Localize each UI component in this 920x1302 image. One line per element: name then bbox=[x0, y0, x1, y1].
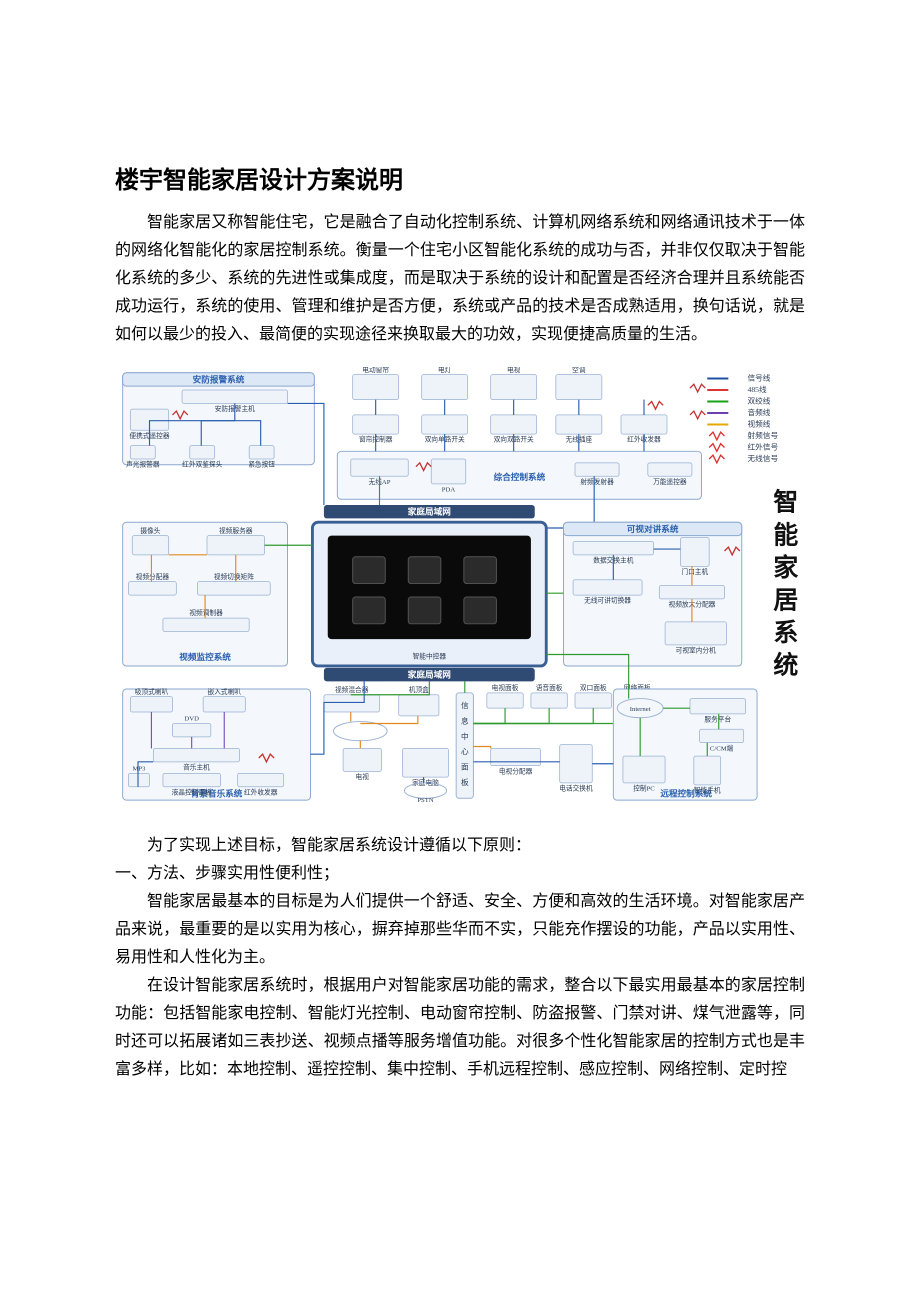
paragraph-2: 为了实现上述目标，智能家居系统设计遵循以下原则： bbox=[115, 832, 805, 860]
svg-text:MP3: MP3 bbox=[132, 765, 146, 772]
svg-text:门口主机: 门口主机 bbox=[681, 567, 708, 576]
paragraph-4: 智能家居最基本的目标是为人们提供一个舒适、安全、方便和高效的生活环境。对智能家居… bbox=[115, 888, 805, 972]
svg-text:C/CM端: C/CM端 bbox=[710, 743, 734, 752]
svg-text:综合控制系统: 综合控制系统 bbox=[494, 471, 546, 482]
svg-text:能: 能 bbox=[773, 520, 798, 549]
svg-text:射频发射器: 射频发射器 bbox=[580, 477, 614, 486]
svg-text:双绞线: 双绞线 bbox=[747, 395, 770, 405]
svg-text:液晶控制面板: 液晶控制面板 bbox=[172, 787, 212, 796]
svg-text:DVD: DVD bbox=[184, 716, 199, 723]
svg-text:机顶盒: 机顶盒 bbox=[409, 685, 429, 694]
svg-text:PSTN: PSTN bbox=[417, 797, 434, 804]
paragraph-5: 在设计智能家居系统时，根据用户对智能家居功能的需求，整合以下最实用最基本的家居控… bbox=[115, 972, 805, 1084]
svg-text:居: 居 bbox=[773, 587, 798, 614]
svg-text:电动窗帘: 电动窗帘 bbox=[362, 367, 389, 374]
svg-text:红外收发器: 红外收发器 bbox=[244, 787, 278, 796]
svg-text:双口面板: 双口面板 bbox=[580, 683, 607, 692]
smart-home-diagram: 智能家居系统 信号线 485线双绞线音频线视频线射频信号红外信号无线信号 安防报警系统… bbox=[115, 367, 805, 808]
svg-text:面: 面 bbox=[461, 762, 469, 771]
svg-text:智: 智 bbox=[773, 488, 798, 517]
svg-text:系: 系 bbox=[773, 619, 798, 647]
svg-text:无线可讲切换器: 无线可讲切换器 bbox=[584, 596, 631, 605]
paragraph-1: 智能家居又称智能住宅，它是融合了自动化控制系统、计算机网络系统和网络通讯技术于一… bbox=[115, 209, 805, 349]
svg-text:视频切换矩阵: 视频切换矩阵 bbox=[214, 572, 254, 581]
svg-text:紧急按钮: 紧急按钮 bbox=[248, 460, 275, 469]
svg-text:电话交换机: 电话交换机 bbox=[559, 784, 593, 793]
svg-text:信号线: 信号线 bbox=[747, 372, 770, 382]
svg-text:家庭局域网: 家庭局域网 bbox=[408, 506, 451, 517]
svg-text:家庭局域网: 家庭局域网 bbox=[408, 668, 451, 679]
svg-text:语音面板: 语音面板 bbox=[536, 683, 563, 692]
svg-text:安防报警系统: 安防报警系统 bbox=[193, 373, 245, 384]
svg-text:485线: 485线 bbox=[747, 384, 766, 394]
svg-text:视频线: 视频线 bbox=[747, 418, 770, 428]
svg-text:统: 统 bbox=[773, 651, 798, 680]
svg-text:电视分配器: 电视分配器 bbox=[499, 766, 533, 775]
svg-text:空调: 空调 bbox=[572, 367, 586, 374]
svg-text:可视室内分机: 可视室内分机 bbox=[676, 646, 716, 655]
paragraph-3: 一、方法、步骤实用性便利性； bbox=[115, 860, 805, 888]
svg-text:Internet: Internet bbox=[630, 706, 651, 713]
svg-text:控制PC: 控制PC bbox=[633, 784, 655, 793]
svg-text:红外双鉴探头: 红外双鉴探头 bbox=[182, 460, 222, 469]
svg-text:家: 家 bbox=[773, 553, 798, 582]
svg-text:中: 中 bbox=[461, 731, 469, 741]
svg-text:摄像头: 摄像头 bbox=[140, 526, 160, 535]
svg-text:视频服务器: 视频服务器 bbox=[219, 526, 253, 535]
svg-text:PDA: PDA bbox=[442, 487, 456, 494]
svg-text:智能手机: 智能手机 bbox=[694, 785, 721, 794]
svg-text:信: 信 bbox=[461, 700, 469, 710]
svg-text:智能中控器: 智能中控器 bbox=[413, 651, 447, 660]
svg-text:嵌入式喇叭: 嵌入式喇叭 bbox=[208, 687, 242, 696]
svg-text:吸顶式喇叭: 吸顶式喇叭 bbox=[135, 687, 169, 696]
svg-text:板: 板 bbox=[461, 777, 469, 787]
svg-text:音频线: 音频线 bbox=[747, 407, 770, 417]
svg-text:红外信号: 红外信号 bbox=[747, 441, 778, 451]
diagram-container: 智能家居系统 信号线 485线双绞线音频线视频线射频信号红外信号无线信号 安防报警系统… bbox=[115, 367, 805, 808]
svg-text:息: 息 bbox=[461, 715, 469, 725]
svg-text:服务平台: 服务平台 bbox=[704, 715, 731, 724]
svg-text:电视: 电视 bbox=[507, 367, 521, 374]
svg-text:视频分配器: 视频分配器 bbox=[136, 572, 170, 581]
svg-text:视频调制器: 视频调制器 bbox=[189, 608, 223, 617]
svg-text:电视: 电视 bbox=[356, 772, 370, 781]
svg-text:万能遥控器: 万能遥控器 bbox=[653, 477, 687, 486]
page-title: 楼宇智能家居设计方案说明 bbox=[115, 160, 805, 195]
svg-text:声光报警器: 声光报警器 bbox=[126, 460, 160, 469]
svg-text:视频监控系统: 视频监控系统 bbox=[179, 651, 231, 662]
svg-text:家庭电脑: 家庭电脑 bbox=[412, 778, 439, 787]
svg-text:心: 心 bbox=[461, 747, 469, 756]
svg-text:无线信号: 无线信号 bbox=[747, 453, 778, 463]
svg-text:电视面板: 电视面板 bbox=[492, 683, 519, 692]
svg-text:音乐主机: 音乐主机 bbox=[183, 762, 210, 771]
svg-text:射频信号: 射频信号 bbox=[747, 430, 778, 440]
svg-text:可视对讲系统: 可视对讲系统 bbox=[627, 523, 679, 534]
svg-text:电灯: 电灯 bbox=[438, 367, 452, 374]
